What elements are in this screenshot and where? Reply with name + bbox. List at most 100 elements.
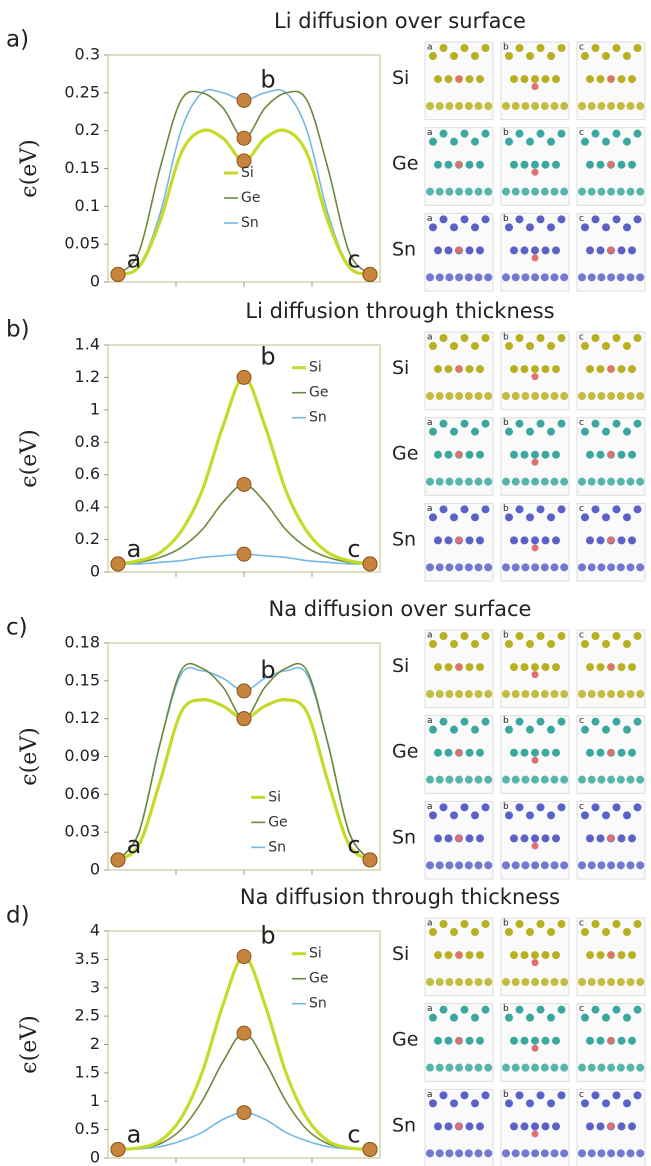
atom bbox=[474, 392, 483, 401]
atom bbox=[547, 811, 555, 820]
atom bbox=[591, 505, 600, 514]
atom bbox=[434, 748, 442, 757]
atom bbox=[617, 1122, 626, 1131]
atom bbox=[541, 951, 550, 960]
atom bbox=[587, 861, 596, 870]
atom bbox=[626, 775, 635, 784]
adatom bbox=[531, 168, 539, 176]
atom bbox=[526, 427, 534, 436]
panel-label: a) bbox=[6, 27, 29, 53]
atom bbox=[623, 52, 631, 60]
atom bbox=[540, 978, 549, 987]
structure-column-label: b bbox=[503, 43, 509, 53]
atom bbox=[541, 1036, 550, 1045]
atom bbox=[455, 563, 464, 572]
atom bbox=[552, 951, 560, 960]
site-marker bbox=[110, 1141, 126, 1157]
atom bbox=[444, 536, 453, 545]
atom bbox=[465, 246, 474, 255]
atom bbox=[626, 187, 635, 196]
structure-column-label: b bbox=[503, 919, 509, 929]
atom bbox=[465, 450, 474, 459]
site-marker bbox=[236, 92, 252, 108]
atom bbox=[510, 748, 518, 757]
atom bbox=[612, 419, 621, 428]
adatom bbox=[607, 663, 615, 671]
atom bbox=[557, 129, 566, 138]
atom bbox=[474, 187, 483, 196]
atom bbox=[445, 477, 454, 486]
atom bbox=[602, 928, 610, 936]
adatom bbox=[455, 365, 463, 373]
atom bbox=[536, 215, 545, 224]
atom bbox=[633, 505, 642, 514]
atom bbox=[536, 334, 545, 342]
adatom bbox=[607, 1122, 615, 1130]
atom bbox=[540, 563, 549, 572]
adatom bbox=[607, 246, 615, 254]
atom bbox=[587, 690, 596, 699]
atom bbox=[511, 861, 520, 870]
adatom bbox=[531, 842, 539, 850]
atom bbox=[526, 513, 534, 522]
structure-row-label: Ge bbox=[392, 153, 418, 175]
atom bbox=[617, 951, 626, 960]
atom bbox=[531, 775, 540, 784]
atom bbox=[541, 663, 550, 672]
adatom bbox=[531, 756, 539, 764]
atom bbox=[450, 342, 458, 350]
atom bbox=[465, 75, 474, 84]
y-tick-label: 0.15 bbox=[64, 158, 100, 177]
atom bbox=[596, 365, 605, 374]
atom bbox=[502, 187, 510, 196]
atom bbox=[636, 392, 645, 401]
atom bbox=[531, 365, 539, 374]
atom bbox=[541, 450, 550, 459]
atom bbox=[429, 640, 437, 648]
atom bbox=[435, 861, 444, 870]
atom bbox=[502, 102, 510, 111]
atom bbox=[531, 563, 540, 572]
atom bbox=[526, 811, 534, 820]
adatom bbox=[455, 951, 463, 959]
atom bbox=[586, 160, 594, 169]
atom bbox=[616, 775, 625, 784]
atom bbox=[481, 1091, 490, 1100]
atom bbox=[560, 102, 569, 111]
legend-label: Sn bbox=[241, 215, 259, 231]
structure-column-label: c bbox=[579, 802, 584, 812]
atom bbox=[510, 663, 518, 672]
atom bbox=[623, 513, 631, 522]
atom bbox=[471, 137, 479, 146]
atom bbox=[531, 951, 539, 960]
atom bbox=[471, 52, 479, 60]
atom bbox=[531, 102, 540, 111]
atom bbox=[612, 1091, 621, 1100]
atom bbox=[607, 392, 616, 401]
atom bbox=[612, 920, 621, 928]
structure-row-label: Si bbox=[392, 943, 409, 965]
atom bbox=[481, 419, 490, 428]
atom bbox=[596, 536, 605, 545]
atom bbox=[607, 273, 616, 282]
y-tick-label: 0.05 bbox=[64, 234, 100, 253]
atom bbox=[602, 513, 610, 522]
atom bbox=[505, 811, 513, 820]
atom bbox=[510, 951, 518, 960]
atom bbox=[597, 563, 606, 572]
atom bbox=[450, 223, 458, 232]
atom bbox=[552, 365, 560, 374]
atom bbox=[612, 129, 621, 138]
atom bbox=[484, 392, 493, 401]
structure-column-label: c bbox=[579, 128, 584, 138]
site-marker bbox=[362, 556, 378, 572]
adatom bbox=[607, 75, 615, 83]
atom bbox=[586, 536, 594, 545]
atom bbox=[505, 725, 513, 734]
atom bbox=[597, 978, 606, 987]
atom bbox=[502, 563, 510, 572]
atom bbox=[536, 803, 545, 812]
atom bbox=[560, 978, 569, 987]
atom bbox=[510, 450, 518, 459]
atom bbox=[515, 505, 524, 514]
